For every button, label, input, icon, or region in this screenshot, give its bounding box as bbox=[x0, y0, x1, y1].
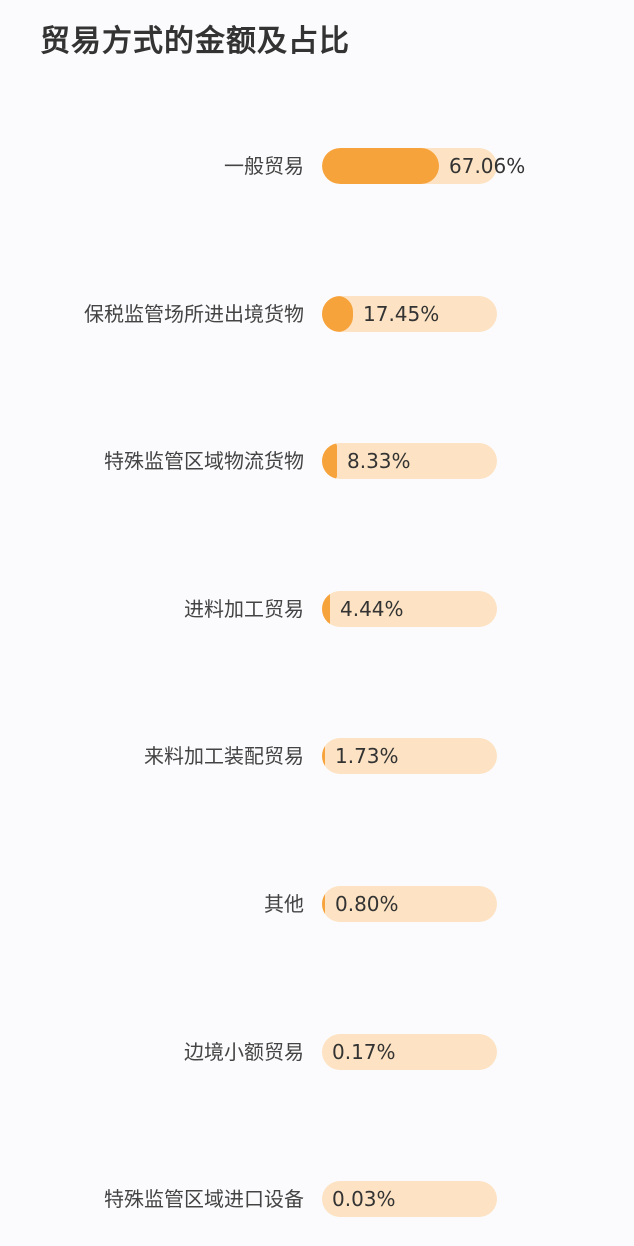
category-label: 保税监管场所进出境货物 bbox=[84, 302, 304, 326]
value-label: 0.17% bbox=[332, 1040, 396, 1064]
bar-fill bbox=[322, 738, 325, 774]
bar-track bbox=[322, 886, 497, 922]
bar-fill bbox=[322, 296, 353, 332]
value-label: 4.44% bbox=[340, 597, 404, 621]
value-label: 17.45% bbox=[363, 302, 440, 326]
bar-fill bbox=[322, 148, 439, 184]
bar-row: 来料加工装配贸易 1.73% bbox=[0, 736, 634, 776]
category-label: 来料加工装配贸易 bbox=[144, 744, 304, 768]
page-title: 贸易方式的金额及占比 bbox=[40, 24, 350, 59]
bar-track bbox=[322, 148, 497, 184]
bar-track bbox=[322, 1181, 497, 1217]
bar-track bbox=[322, 443, 497, 479]
category-label: 一般贸易 bbox=[224, 154, 304, 178]
bar-row: 保税监管场所进出境货物 17.45% bbox=[0, 294, 634, 334]
category-label: 其他 bbox=[264, 892, 304, 916]
bar-track bbox=[322, 591, 497, 627]
bar-row: 进料加工贸易 4.44% bbox=[0, 589, 634, 629]
category-label: 特殊监管区域进口设备 bbox=[104, 1187, 304, 1211]
bar-row: 一般贸易 67.06% bbox=[0, 146, 634, 186]
category-label: 特殊监管区域物流货物 bbox=[104, 449, 304, 473]
bar-fill bbox=[322, 443, 337, 479]
category-label: 边境小额贸易 bbox=[184, 1040, 304, 1064]
value-label: 0.03% bbox=[332, 1187, 396, 1211]
bar-track bbox=[322, 296, 497, 332]
value-label: 67.06% bbox=[449, 154, 526, 178]
bar-row: 特殊监管区域进口设备 0.03% bbox=[0, 1179, 634, 1219]
bar-fill bbox=[322, 886, 325, 922]
category-label: 进料加工贸易 bbox=[184, 597, 304, 621]
bar-track bbox=[322, 738, 497, 774]
bar-row: 其他 0.80% bbox=[0, 884, 634, 924]
bar-row: 特殊监管区域物流货物 8.33% bbox=[0, 441, 634, 481]
value-label: 1.73% bbox=[335, 744, 399, 768]
bar-fill bbox=[322, 591, 330, 627]
bar-row: 边境小额贸易 0.17% bbox=[0, 1032, 634, 1072]
value-label: 8.33% bbox=[347, 449, 411, 473]
value-label: 0.80% bbox=[335, 892, 399, 916]
bar-track bbox=[322, 1034, 497, 1070]
